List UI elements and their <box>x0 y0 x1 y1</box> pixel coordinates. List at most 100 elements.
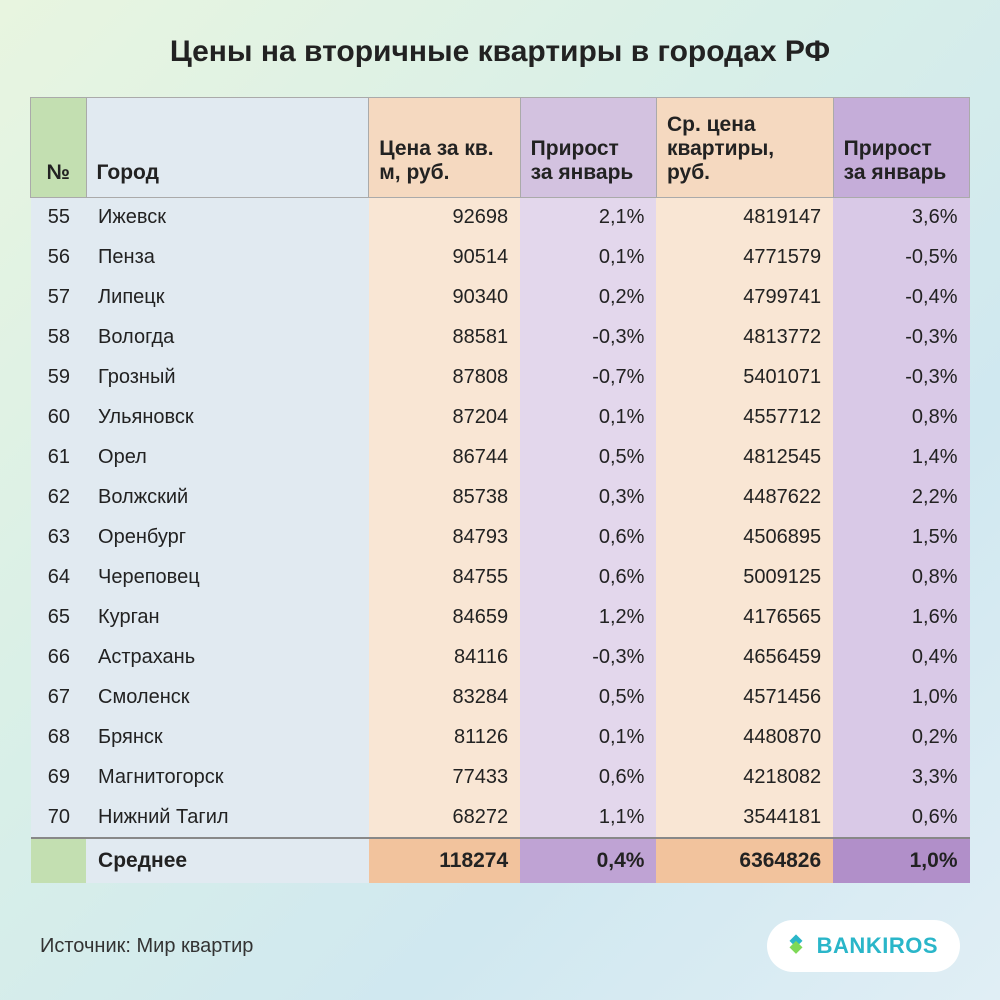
cell-number: 66 <box>31 638 87 678</box>
cell-city: Грозный <box>86 358 369 398</box>
cell-growth2: 0,2% <box>833 718 969 758</box>
cell-city: Орел <box>86 438 369 478</box>
cell-number: 65 <box>31 598 87 638</box>
table-row: 68Брянск811260,1%44808700,2% <box>31 718 970 758</box>
cell-growth2: -0,4% <box>833 278 969 318</box>
cell-growth1: 0,1% <box>520 238 656 278</box>
cell-number: 57 <box>31 278 87 318</box>
table-header-row: № Город Цена за кв. м, руб. Прирост за я… <box>31 98 970 198</box>
source-text: Источник: Мир квартир <box>40 935 253 958</box>
footer: Источник: Мир квартир BANKIROS <box>40 920 960 972</box>
cell-number: 64 <box>31 558 87 598</box>
cell-avg: 3544181 <box>656 798 833 838</box>
table-row: 56Пенза905140,1%4771579-0,5% <box>31 238 970 278</box>
cell-growth1: -0,3% <box>520 638 656 678</box>
cell-price: 90514 <box>369 238 520 278</box>
cell-growth1: 0,5% <box>520 438 656 478</box>
cell-number: 61 <box>31 438 87 478</box>
table-row: 65Курган846591,2%41765651,6% <box>31 598 970 638</box>
cell-growth2: 1,0% <box>833 678 969 718</box>
cell-city: Волжский <box>86 478 369 518</box>
cell-price: 84116 <box>369 638 520 678</box>
cell-city: Оренбург <box>86 518 369 558</box>
cell-price: 68272 <box>369 798 520 838</box>
cell-number: 59 <box>31 358 87 398</box>
cell-growth2: 0,8% <box>833 398 969 438</box>
cell-growth1: -0,7% <box>520 358 656 398</box>
col-avg: Ср. цена квартиры, руб. <box>656 98 833 198</box>
cell-number: 67 <box>31 678 87 718</box>
cell-price: 84755 <box>369 558 520 598</box>
table-row: 59Грозный87808-0,7%5401071-0,3% <box>31 358 970 398</box>
cell-avg: 5401071 <box>656 358 833 398</box>
table-row: 61Орел867440,5%48125451,4% <box>31 438 970 478</box>
cell-growth1: 2,1% <box>520 198 656 238</box>
cell-avg: 4557712 <box>656 398 833 438</box>
summary-blank <box>31 838 87 883</box>
cell-growth2: 3,6% <box>833 198 969 238</box>
col-price: Цена за кв. м, руб. <box>369 98 520 198</box>
cell-number: 56 <box>31 238 87 278</box>
cell-growth1: 0,6% <box>520 518 656 558</box>
cell-growth2: -0,5% <box>833 238 969 278</box>
cell-growth1: 0,6% <box>520 558 656 598</box>
cell-growth2: 0,6% <box>833 798 969 838</box>
cell-number: 63 <box>31 518 87 558</box>
table-row: 64Череповец847550,6%50091250,8% <box>31 558 970 598</box>
cell-avg: 4506895 <box>656 518 833 558</box>
summary-g2: 1,0% <box>833 838 969 883</box>
cell-number: 60 <box>31 398 87 438</box>
table-row: 58Вологда88581-0,3%4813772-0,3% <box>31 318 970 358</box>
cell-city: Пенза <box>86 238 369 278</box>
cell-price: 87808 <box>369 358 520 398</box>
cell-avg: 4571456 <box>656 678 833 718</box>
cell-price: 90340 <box>369 278 520 318</box>
cell-avg: 4813772 <box>656 318 833 358</box>
cell-city: Астрахань <box>86 638 369 678</box>
table-row: 60Ульяновск872040,1%45577120,8% <box>31 398 970 438</box>
cell-growth2: 1,5% <box>833 518 969 558</box>
cell-avg: 4656459 <box>656 638 833 678</box>
col-growth2: Прирост за январь <box>833 98 969 198</box>
col-number: № <box>31 98 87 198</box>
cell-avg: 4218082 <box>656 758 833 798</box>
cell-avg: 4771579 <box>656 238 833 278</box>
cell-growth1: 1,2% <box>520 598 656 638</box>
cell-growth2: 0,8% <box>833 558 969 598</box>
summary-g1: 0,4% <box>520 838 656 883</box>
cell-price: 88581 <box>369 318 520 358</box>
cell-city: Ульяновск <box>86 398 369 438</box>
table-row: 57Липецк903400,2%4799741-0,4% <box>31 278 970 318</box>
cell-avg: 4819147 <box>656 198 833 238</box>
cell-number: 70 <box>31 798 87 838</box>
cell-number: 58 <box>31 318 87 358</box>
col-city: Город <box>86 98 369 198</box>
cell-growth2: -0,3% <box>833 318 969 358</box>
cell-city: Курган <box>86 598 369 638</box>
cell-number: 69 <box>31 758 87 798</box>
cell-number: 62 <box>31 478 87 518</box>
cell-city: Смоленск <box>86 678 369 718</box>
summary-label: Среднее <box>86 838 369 883</box>
cell-price: 83284 <box>369 678 520 718</box>
brand-badge: BANKIROS <box>767 920 960 972</box>
summary-price: 118274 <box>369 838 520 883</box>
cell-city: Ижевск <box>86 198 369 238</box>
cell-growth1: 0,5% <box>520 678 656 718</box>
cell-city: Нижний Тагил <box>86 798 369 838</box>
cell-price: 77433 <box>369 758 520 798</box>
cell-avg: 4176565 <box>656 598 833 638</box>
cell-growth1: 0,2% <box>520 278 656 318</box>
cell-city: Вологда <box>86 318 369 358</box>
cell-growth2: 1,4% <box>833 438 969 478</box>
cell-growth1: 1,1% <box>520 798 656 838</box>
table-row: 69Магнитогорск774330,6%42180823,3% <box>31 758 970 798</box>
page-title: Цены на вторичные квартиры в городах РФ <box>30 35 970 69</box>
cell-avg: 4799741 <box>656 278 833 318</box>
cell-price: 81126 <box>369 718 520 758</box>
table-row: 67Смоленск832840,5%45714561,0% <box>31 678 970 718</box>
table-row: 66Астрахань84116-0,3%46564590,4% <box>31 638 970 678</box>
cell-city: Магнитогорск <box>86 758 369 798</box>
cell-price: 87204 <box>369 398 520 438</box>
cell-number: 68 <box>31 718 87 758</box>
